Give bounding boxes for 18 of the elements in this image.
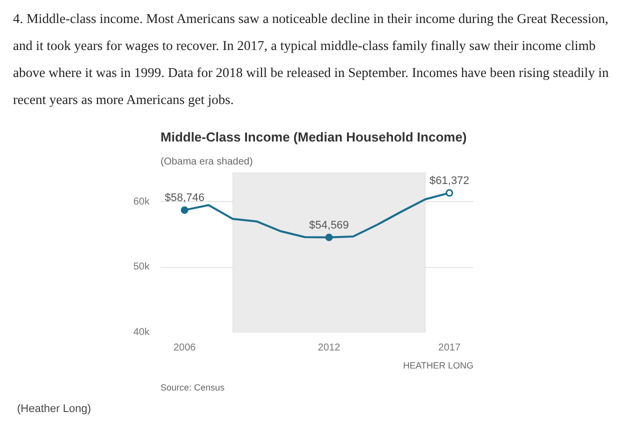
- data-label: $61,372: [430, 174, 470, 187]
- text: HEATHER LONG: [403, 360, 474, 370]
- x-tick-label: 2012: [318, 342, 341, 354]
- y-tick-label: 50k: [133, 262, 150, 273]
- point: [325, 234, 333, 242]
- x-tick-label: 2017: [438, 342, 461, 354]
- source-note: Source: Census: [160, 382, 226, 392]
- point: [446, 189, 454, 197]
- chart-title: Middle-Class Income (Median Household Income): [160, 130, 467, 144]
- text: 4. Middle-class income. Most Americans saw a noticeable decline in their income during the Great Recession, and it took years for wages to recover. In 2017, a typical middle-class family finally saw their income climb above where it was in 1999. Data for 2018 will be released in September. Incomes have been rising steadily in recent years as more Americans get jobs.: [13, 10, 610, 109]
- text: (Heather Long): [17, 402, 91, 417]
- y-tick-label: 60k: [133, 196, 150, 208]
- point: [180, 206, 188, 214]
- y-tick-label: 40k: [133, 327, 150, 338]
- data-label: $58,746: [164, 192, 204, 204]
- data-label: $54,569: [309, 219, 349, 232]
- chart-subtitle: (Obama era shaded): [160, 156, 253, 168]
- x-tick-label: 2006: [173, 342, 196, 354]
